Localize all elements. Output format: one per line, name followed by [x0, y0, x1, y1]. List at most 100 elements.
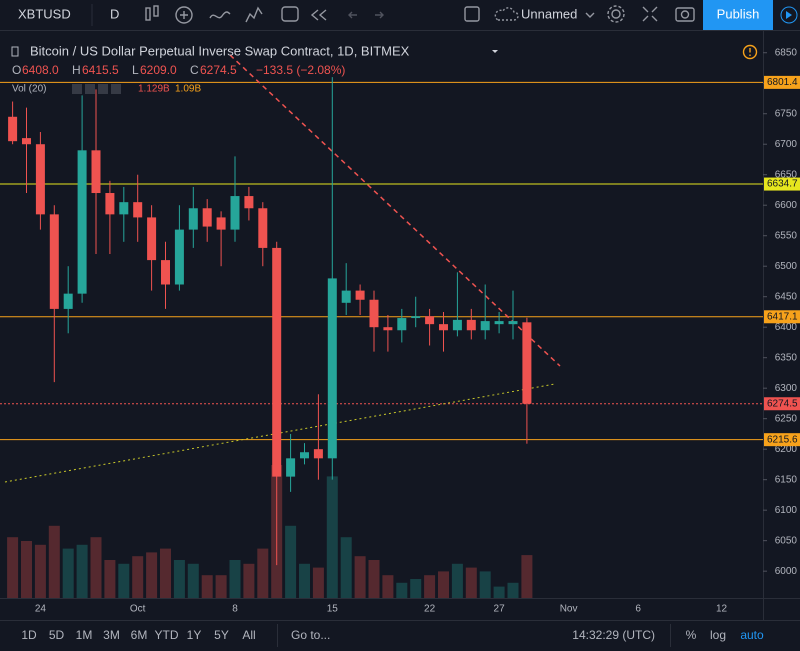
- volume-bar: [215, 575, 227, 598]
- range-button[interactable]: 1D: [21, 628, 37, 642]
- symbol[interactable]: XBTUSD: [18, 6, 71, 21]
- y-tick-label: 6700: [775, 139, 798, 150]
- volume-bar: [76, 544, 88, 598]
- candle-body: [313, 449, 323, 459]
- dropdown-arrow: [492, 50, 498, 53]
- price-label: 6417.1: [767, 311, 798, 322]
- y-tick-label: 6150: [775, 474, 798, 485]
- volume-bar: [34, 544, 46, 598]
- candle-body: [22, 138, 31, 145]
- play-icon[interactable]: [780, 6, 798, 24]
- x-tick-label: Nov: [560, 604, 578, 615]
- candle-body: [466, 319, 476, 331]
- volume-value: 1.129B: [138, 84, 170, 95]
- y-tick-label: 6750: [775, 108, 798, 119]
- candle-body: [397, 318, 407, 331]
- toolbar: [0, 0, 800, 30]
- candle-body: [480, 321, 490, 331]
- range-button[interactable]: 3M: [103, 628, 120, 642]
- range-button[interactable]: All: [242, 628, 255, 642]
- range-button[interactable]: 1M: [76, 628, 93, 642]
- clock: 14:32:29 (UTC): [572, 628, 655, 642]
- x-tick-label: 22: [424, 604, 436, 615]
- y-tick-label: 6100: [775, 505, 798, 516]
- percent-toggle[interactable]: %: [686, 628, 697, 642]
- chart-title: Bitcoin / US Dollar Perpetual Inverse Sw…: [30, 43, 410, 58]
- play-triangle: [786, 11, 792, 19]
- publish-button[interactable]: [703, 0, 773, 30]
- price-label: 6634.7: [767, 179, 798, 190]
- interval[interactable]: D: [110, 6, 119, 21]
- log-toggle[interactable]: log: [710, 628, 726, 642]
- volume-bar: [410, 579, 422, 598]
- price-label-bg: [764, 177, 800, 191]
- volume-bar: [62, 548, 74, 598]
- candle-body: [174, 229, 184, 285]
- price-label: 6274.5: [767, 398, 798, 409]
- legend-value: 6274.5: [200, 63, 237, 77]
- legend-letter: L: [132, 63, 139, 77]
- volume-bar: [160, 548, 171, 598]
- y-tick-label: 6200: [775, 444, 798, 455]
- goto[interactable]: Go to...: [291, 628, 330, 642]
- range-button[interactable]: YTD: [155, 628, 179, 642]
- volume-bar: [187, 563, 199, 598]
- range-button[interactable]: 1Y: [187, 628, 202, 642]
- volume-bar: [382, 575, 394, 598]
- candle-body: [300, 452, 309, 459]
- legend-value: 6408.0: [22, 63, 59, 77]
- layout-name[interactable]: Unnamed: [521, 6, 577, 21]
- candle-body: [133, 202, 143, 218]
- candle-body: [8, 116, 18, 142]
- range-button[interactable]: 5Y: [214, 628, 229, 642]
- legend-buttons[interactable]: [72, 84, 121, 94]
- candle-body: [355, 290, 365, 300]
- volume-bar: [438, 571, 449, 598]
- x-tick-label: 27: [494, 604, 506, 615]
- price-label-bg: [764, 397, 800, 411]
- x-tick-label: 15: [327, 604, 339, 615]
- x-tick-label: 6: [635, 604, 641, 615]
- volume-bar: [201, 575, 213, 598]
- auto-toggle[interactable]: auto: [740, 628, 764, 642]
- trend-line[interactable]: [229, 54, 561, 367]
- volume-bar: [243, 563, 255, 598]
- candle-body: [286, 458, 296, 477]
- legend-value: 6415.5: [82, 63, 119, 77]
- volume-bar: [173, 560, 185, 598]
- y-tick-label: 6450: [775, 291, 798, 302]
- volume-legend: Vol (20): [12, 84, 46, 95]
- y-tick-label: 6850: [775, 47, 798, 58]
- volume-bar: [493, 586, 505, 598]
- volume-bar: [451, 563, 463, 598]
- candle-body: [494, 321, 504, 325]
- candle-body: [202, 208, 212, 227]
- candle-body: [508, 321, 518, 325]
- candle-body: [188, 208, 198, 230]
- y-tick-label: 6500: [775, 261, 798, 272]
- candle-layer: [8, 77, 532, 566]
- candle-body: [383, 327, 393, 331]
- volume-bar: [257, 548, 269, 598]
- volume-bar: [424, 575, 436, 598]
- trend-line[interactable]: [4, 383, 556, 483]
- x-tick-label: 24: [35, 604, 47, 615]
- candle-body: [452, 319, 462, 331]
- candle-body: [522, 322, 532, 404]
- volume-layer: [7, 465, 533, 598]
- publish-label[interactable]: Publish: [717, 6, 760, 21]
- candle-body: [327, 278, 337, 459]
- y-tick-label: 6650: [775, 169, 798, 180]
- warning-icon[interactable]: [742, 44, 758, 60]
- y-tick-label: 6350: [775, 352, 798, 363]
- range-button[interactable]: 5D: [49, 628, 65, 642]
- volume-bar: [340, 537, 352, 598]
- x-tick-label: 12: [716, 604, 728, 615]
- volume-bar: [354, 556, 366, 598]
- toolbar-icons[interactable]: [145, 5, 695, 24]
- range-button[interactable]: 6M: [131, 628, 148, 642]
- volume-bar: [465, 567, 477, 598]
- volume-bar: [521, 555, 533, 598]
- volume-bar: [368, 560, 380, 598]
